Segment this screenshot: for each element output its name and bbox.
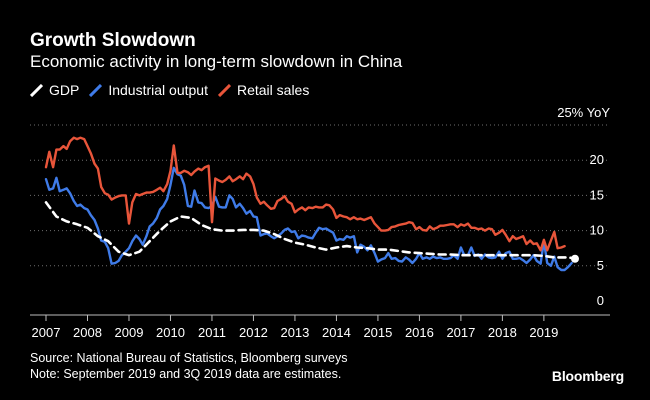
footnotes: Source: National Bureau of Statistics, B… bbox=[30, 350, 348, 382]
x-tick-label-2007: 2007 bbox=[32, 325, 61, 340]
legend-swatch-gdp bbox=[30, 83, 43, 97]
series-lines bbox=[44, 136, 579, 272]
legend-label-retail-sales: Retail sales bbox=[236, 82, 310, 98]
legend-item-retail-sales: Retail sales bbox=[217, 82, 310, 98]
legend-item-industrial-output: Industrial output bbox=[89, 82, 208, 98]
legend-item-gdp: GDP bbox=[30, 82, 79, 98]
x-tick-label-2017: 2017 bbox=[446, 325, 475, 340]
y-tick-label-15: 15 bbox=[590, 187, 604, 202]
legend: GDP Industrial output Retail sales bbox=[30, 80, 319, 100]
chart-title: Growth Slowdown bbox=[30, 30, 196, 51]
source-note: Source: National Bureau of Statistics, B… bbox=[30, 351, 348, 365]
series-line-gdp bbox=[44, 201, 577, 260]
chart-subtitle: Economic activity in long-term slowdown … bbox=[30, 52, 403, 71]
legend-label-gdp: GDP bbox=[49, 82, 80, 98]
x-tick-label-2010: 2010 bbox=[156, 325, 185, 340]
gdp-endpoint-marker bbox=[571, 254, 579, 263]
y-tick-label-20: 20 bbox=[590, 152, 604, 167]
gridlines bbox=[30, 124, 610, 267]
x-tick-label-2019: 2019 bbox=[529, 325, 558, 340]
estimate-note: Note: September 2019 and 3Q 2019 data ar… bbox=[30, 367, 342, 381]
x-tick-label-2011: 2011 bbox=[198, 325, 226, 340]
x-tick-label-2013: 2013 bbox=[280, 325, 309, 340]
series-line-retail-sales bbox=[44, 136, 566, 252]
series-line-industrial-output bbox=[44, 166, 573, 272]
line-chart: 0 5 10 15 20 25% YoY 2007 2008 2009 2010 2011 2012… bbox=[30, 105, 610, 340]
bloomberg-logo: Bloomberg bbox=[551, 368, 624, 384]
x-tick-label-2009: 2009 bbox=[115, 325, 144, 340]
x-axis: 2007 2008 2009 2010 2011 2012 2013 2014 2015 2016… bbox=[30, 314, 610, 340]
y-tick-label-10: 10 bbox=[590, 223, 604, 238]
y-axis: 0 5 10 15 20 25% YoY bbox=[557, 105, 610, 308]
legend-swatch-industrial-output bbox=[89, 83, 103, 97]
y-tick-label-0: 0 bbox=[597, 293, 604, 308]
y-tick-label-5: 5 bbox=[597, 258, 604, 273]
x-tick-label-2014: 2014 bbox=[322, 325, 351, 340]
x-tick-label-2015: 2015 bbox=[363, 325, 392, 340]
y-unit-label: 25% YoY bbox=[557, 105, 610, 120]
x-tick-label-2016: 2016 bbox=[405, 325, 434, 340]
legend-swatch-retail-sales bbox=[217, 83, 231, 97]
x-tick-label-2012: 2012 bbox=[239, 325, 268, 340]
legend-label-industrial-output: Industrial output bbox=[108, 82, 208, 98]
x-tick-label-2008: 2008 bbox=[73, 325, 102, 340]
x-tick-label-2018: 2018 bbox=[488, 325, 517, 340]
